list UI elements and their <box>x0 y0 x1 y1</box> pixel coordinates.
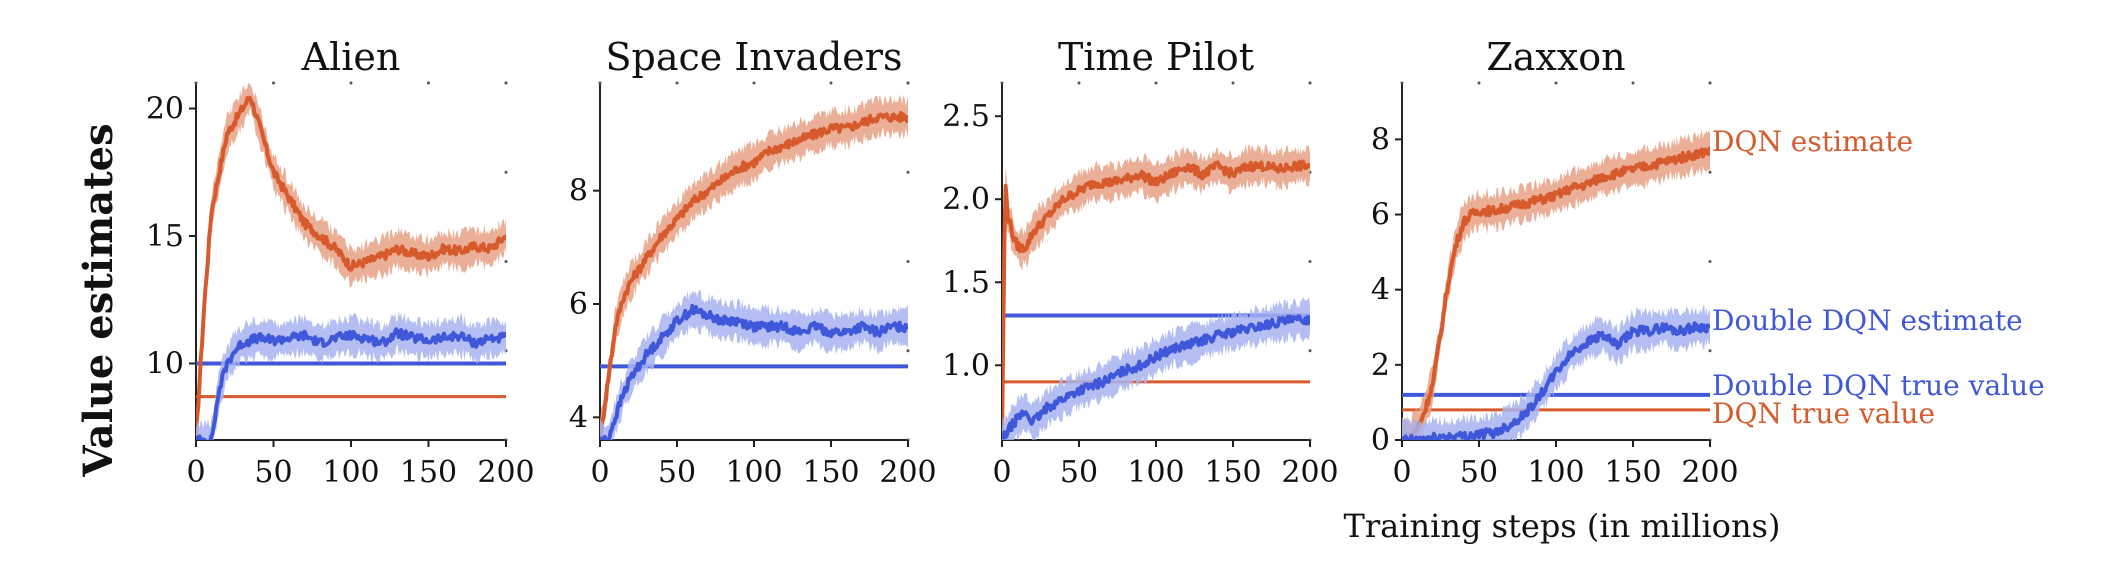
y-tick-label: 0 <box>1371 423 1390 458</box>
frame-dot <box>1708 170 1712 174</box>
y-tick-label: 10 <box>146 347 184 382</box>
panel-time-pilot: Time Pilot 0 50 100 150 200 1.0 1.5 2.0 2.5 <box>942 35 1338 490</box>
panel-title: Zaxxon <box>1486 35 1625 79</box>
y-tick-label: 6 <box>1371 198 1390 233</box>
double-dqn-estimate-line <box>1402 321 1710 440</box>
x-tick-label: 150 <box>400 455 457 490</box>
x-tick-label: 150 <box>802 455 859 490</box>
legend: DQN estimate Double DQN estimate Double … <box>1712 125 2045 430</box>
plot-area <box>1402 129 1710 440</box>
frame-dot <box>427 81 430 85</box>
y-tick-label: 20 <box>146 92 184 127</box>
frame-dot <box>1708 349 1712 353</box>
x-tick-label: 0 <box>992 455 1011 490</box>
x-tick-label: 100 <box>725 455 782 490</box>
legend-double-dqn-estimate: Double DQN estimate <box>1712 304 2023 337</box>
frame-dot <box>1708 260 1712 263</box>
y-tick-label: 15 <box>146 219 184 254</box>
y-tick-label: 8 <box>1371 122 1390 157</box>
y-tick-label: 8 <box>569 174 588 209</box>
x-tick-label: 0 <box>590 455 609 490</box>
y-tick-label: 4 <box>1371 273 1390 308</box>
x-tick-label: 150 <box>1604 455 1661 490</box>
panel-title: Time Pilot <box>1058 35 1254 79</box>
y-tick-label: 2 <box>1371 348 1390 383</box>
frame-dot <box>675 81 679 85</box>
plot-area <box>1002 144 1310 440</box>
legend-double-dqn-true-value: Double DQN true value <box>1712 369 2045 402</box>
panel-title: Alien <box>301 35 401 79</box>
frame-dot <box>1631 81 1635 85</box>
double-dqn-estimate-line <box>196 327 506 440</box>
x-tick-label: 50 <box>254 455 292 490</box>
dqn-variance-band <box>1002 144 1310 440</box>
y-tick-label: 4 <box>569 400 588 435</box>
panel-zaxxon: Zaxxon 0 50 100 150 200 0 2 4 6 8 <box>1371 35 1739 490</box>
frame-dot <box>1077 81 1081 85</box>
x-tick-label: 50 <box>658 455 696 490</box>
double-dqn-variance-band <box>600 290 908 440</box>
x-tick-label: 50 <box>1460 455 1498 490</box>
plot-area <box>600 94 908 440</box>
panel-title: Space Invaders <box>606 35 903 79</box>
y-tick-label: 2.5 <box>942 99 990 134</box>
double-dqn-estimate-line <box>600 303 908 440</box>
frame-dot <box>504 170 508 174</box>
x-tick-label: 100 <box>1127 455 1184 490</box>
x-tick-label: 150 <box>1204 455 1261 490</box>
x-tick-label: 0 <box>1392 455 1411 490</box>
frame-dot <box>598 81 602 85</box>
double-dqn-variance-band <box>1002 296 1310 440</box>
dqn-estimate-line <box>600 111 908 440</box>
x-axis-label: Training steps (in millions) <box>1344 507 1781 545</box>
x-tick-label: 200 <box>477 455 534 490</box>
y-tick-label: 1.5 <box>942 265 990 300</box>
x-tick-label: 100 <box>322 455 379 490</box>
y-axis-label: Value estimates <box>75 123 122 477</box>
frame-dot <box>752 81 756 85</box>
dqn-estimate-line <box>1402 146 1710 440</box>
y-tick-label: 2.0 <box>942 182 990 217</box>
frame-dot <box>1554 81 1558 85</box>
frame-dot <box>1308 260 1312 263</box>
frame-dot <box>829 81 833 85</box>
dqn-estimate-line <box>1002 159 1310 440</box>
frame-dot <box>906 260 910 263</box>
x-tick-label: 200 <box>1681 455 1738 490</box>
dqn-variance-band <box>600 94 908 440</box>
frame-dot <box>1308 349 1312 353</box>
plot-area <box>196 83 506 440</box>
legend-dqn-true-value: DQN true value <box>1712 397 1935 430</box>
y-tick-label: 6 <box>569 287 588 322</box>
frame-dot <box>504 260 508 263</box>
frame-dot <box>906 81 910 85</box>
legend-dqn-estimate: DQN estimate <box>1712 125 1913 158</box>
frame-dot <box>1231 81 1235 85</box>
frame-dot <box>906 349 910 353</box>
panel-space-invaders: Space Invaders 0 50 100 150 200 4 6 8 <box>569 35 937 490</box>
frame-dot <box>272 81 275 85</box>
frame-dot <box>1308 81 1312 85</box>
frame-dot <box>906 170 910 174</box>
panel-alien: Alien 0 50 100 150 200 10 15 20 <box>146 35 535 490</box>
x-tick-label: 200 <box>1281 455 1338 490</box>
y-tick-label: 1.0 <box>942 348 990 383</box>
x-tick-label: 50 <box>1060 455 1098 490</box>
frame-dot <box>194 81 198 85</box>
x-tick-label: 0 <box>186 455 205 490</box>
frame-dot <box>349 81 353 85</box>
double-dqn-estimate-line <box>1002 314 1310 440</box>
x-tick-label: 200 <box>879 455 936 490</box>
x-tick-label: 100 <box>1527 455 1584 490</box>
frame-dot <box>1477 81 1481 85</box>
frame-dot <box>504 81 508 85</box>
frame-dot <box>1400 81 1404 85</box>
frame-dot <box>1708 81 1712 85</box>
dqn-variance-band <box>1402 129 1710 440</box>
frame-dot <box>1154 81 1158 85</box>
dqn-estimate-line <box>196 95 506 437</box>
frame-dot <box>1000 81 1004 85</box>
